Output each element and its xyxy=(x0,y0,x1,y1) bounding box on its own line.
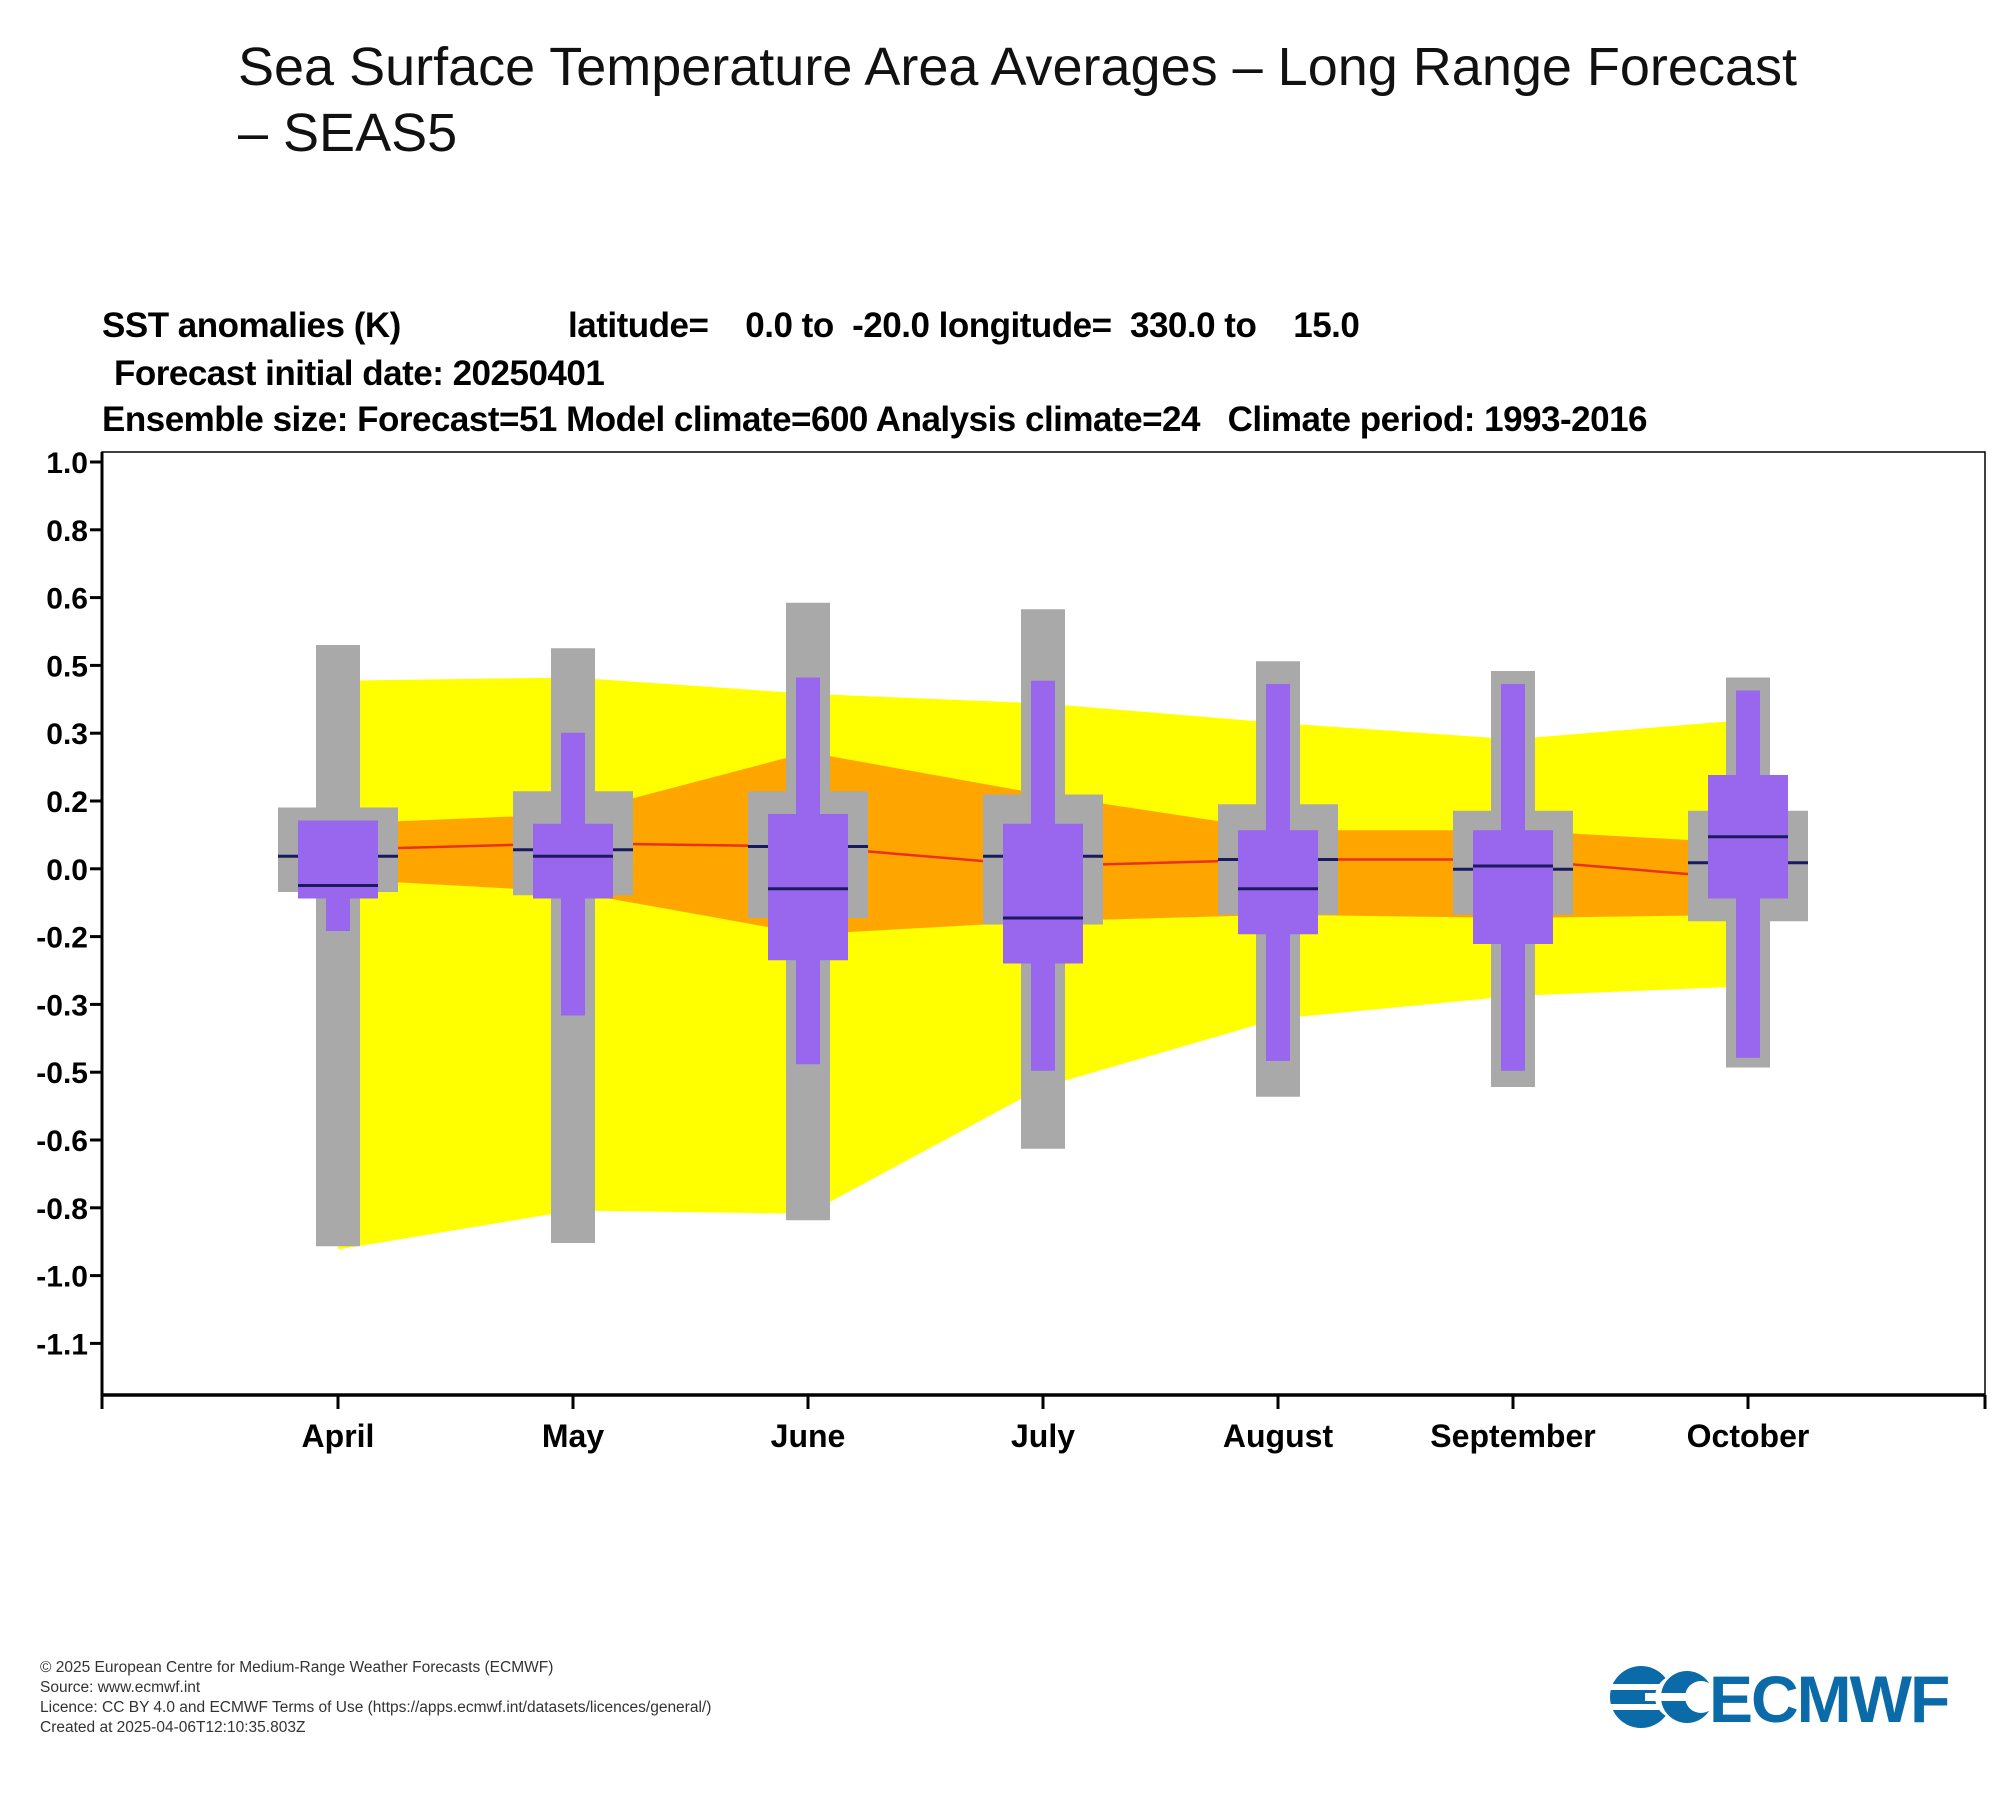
sst-anomaly-chart: 1.0 0.8 0.6 0.5 0.3 0.2 0.0 -0.2 -0.3 -0.5 -0.6 -0.… xyxy=(36,447,1987,1454)
chart-initial-date-label: Forecast initial date: 20250401 xyxy=(114,354,605,393)
footer-created: Created at 2025-04-06T12:10:35.803Z xyxy=(40,1719,306,1736)
chart-quantity-label: SST anomalies (K) xyxy=(102,306,401,345)
x-tick-label: July xyxy=(1011,1418,1075,1454)
footer-licence: Licence: CC BY 4.0 and ECMWF Terms of Us… xyxy=(40,1699,712,1716)
y-tick-label: -0.6 xyxy=(36,1125,88,1158)
y-tick-label: 0.8 xyxy=(46,515,88,548)
y-tick-label: 1.0 xyxy=(46,447,88,480)
y-tick-label: 0.6 xyxy=(46,583,88,616)
ecmwf-logo: ECMWF xyxy=(1605,1662,1950,1732)
y-tick-label: -0.2 xyxy=(36,922,88,955)
x-tick-label: August xyxy=(1223,1418,1334,1454)
x-tick-label: June xyxy=(771,1418,846,1454)
chart-ensemble-label: Ensemble size: Forecast=51 Model climate… xyxy=(102,400,1648,439)
x-tick-label: April xyxy=(302,1418,375,1454)
y-tick-label: -1.0 xyxy=(36,1261,88,1294)
x-tick-label: September xyxy=(1430,1418,1595,1454)
model-climate-whisker-april xyxy=(316,645,360,1247)
chart-region-label: latitude= 0.0 to -20.0 longitude= 330.0 … xyxy=(568,306,1360,345)
footer-source: Source: www.ecmwf.int xyxy=(40,1679,201,1696)
ecmwf-logo-text: ECMWF xyxy=(1709,1662,1948,1732)
y-tick-label: 0.2 xyxy=(46,786,88,819)
forecast-box-may xyxy=(533,823,613,899)
y-tick-label: 0.0 xyxy=(46,854,88,887)
footer-copyright: © 2025 European Centre for Medium-Range … xyxy=(40,1659,554,1676)
y-tick-label: -1.1 xyxy=(36,1328,88,1361)
x-tick-label: October xyxy=(1687,1418,1810,1454)
forecast-box-june xyxy=(768,814,848,961)
ecmwf-logo-emblem xyxy=(1605,1666,1717,1728)
page-title: Sea Surface Temperature Area Averages – … xyxy=(238,37,1797,163)
x-tick-label: May xyxy=(542,1418,604,1454)
y-tick-label: 0.3 xyxy=(46,718,88,751)
y-tick-label: 0.5 xyxy=(46,650,88,683)
forecast-box-september xyxy=(1473,830,1553,944)
y-tick-label: -0.5 xyxy=(36,1057,88,1090)
forecast-box-august xyxy=(1238,830,1318,935)
footer: © 2025 European Centre for Medium-Range … xyxy=(40,1658,711,1738)
y-tick-label: -0.3 xyxy=(36,989,88,1022)
forecast-box-july xyxy=(1003,823,1083,964)
y-tick-label: -0.8 xyxy=(36,1193,88,1226)
